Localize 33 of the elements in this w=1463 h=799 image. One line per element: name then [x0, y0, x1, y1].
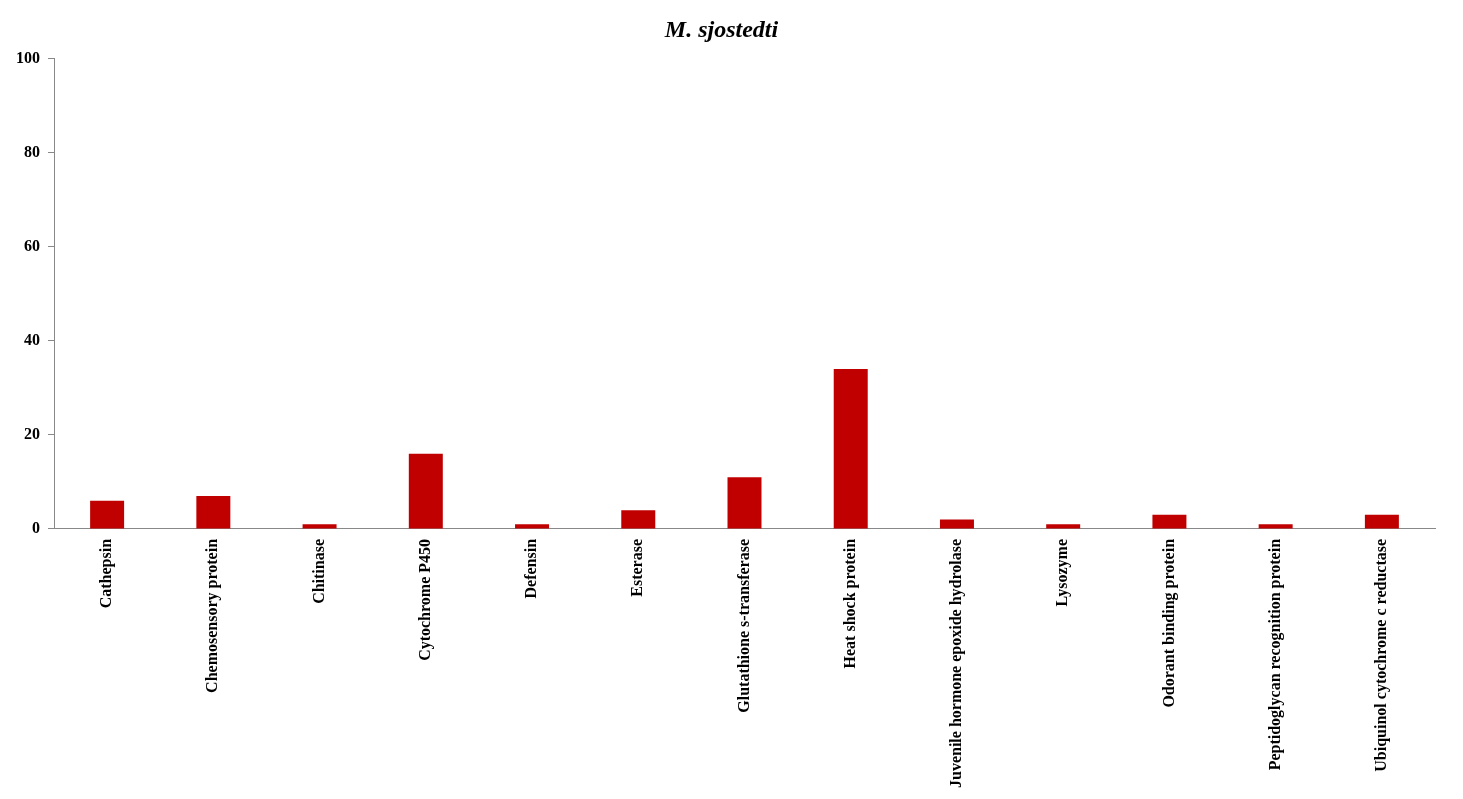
x-tick-label: Juvenile hormone epoxide hydrolase: [947, 538, 966, 788]
bar: [1046, 524, 1081, 529]
bar: [196, 496, 231, 529]
bar: [515, 524, 550, 529]
x-tick-label: Glutathione s-transferase: [734, 538, 752, 713]
x-tick-label: Esterase: [628, 538, 646, 597]
x-tick-label: Cathepsin: [97, 538, 116, 609]
x-tick-label: Cytochrome P450: [415, 538, 434, 661]
bar: [408, 453, 443, 529]
bar: [621, 510, 656, 529]
bar: [939, 519, 974, 529]
chart-title: M. sjostedti: [663, 15, 779, 42]
y-tick-label: 0: [32, 519, 40, 537]
x-tick-label: Peptidoglycan recognition protein: [1265, 538, 1284, 771]
x-tick-label: Chitinase: [309, 538, 327, 604]
bar: [727, 477, 762, 529]
x-tick-label: Defensin: [522, 538, 540, 599]
bar: [1364, 514, 1399, 529]
bar: [302, 524, 337, 529]
bar: [1258, 524, 1293, 529]
y-tick-label: 80: [24, 142, 40, 160]
bar: [833, 369, 868, 529]
x-tick-label: Ubiquinol cytochrome c reductase: [1372, 538, 1391, 772]
y-tick-label: 40: [24, 331, 40, 349]
y-tick-label: 100: [16, 48, 40, 66]
y-tick-label: 60: [24, 237, 40, 254]
y-tick-label: 20: [24, 425, 40, 443]
x-tick-label: Heat shock protein: [840, 538, 859, 669]
x-tick-label: Chemosensory protein: [203, 538, 222, 693]
x-tick-label: Lysozyme: [1053, 538, 1072, 607]
bar: [90, 500, 125, 529]
bar: [1152, 514, 1187, 529]
x-tick-label: Odorant binding protein: [1159, 538, 1178, 708]
